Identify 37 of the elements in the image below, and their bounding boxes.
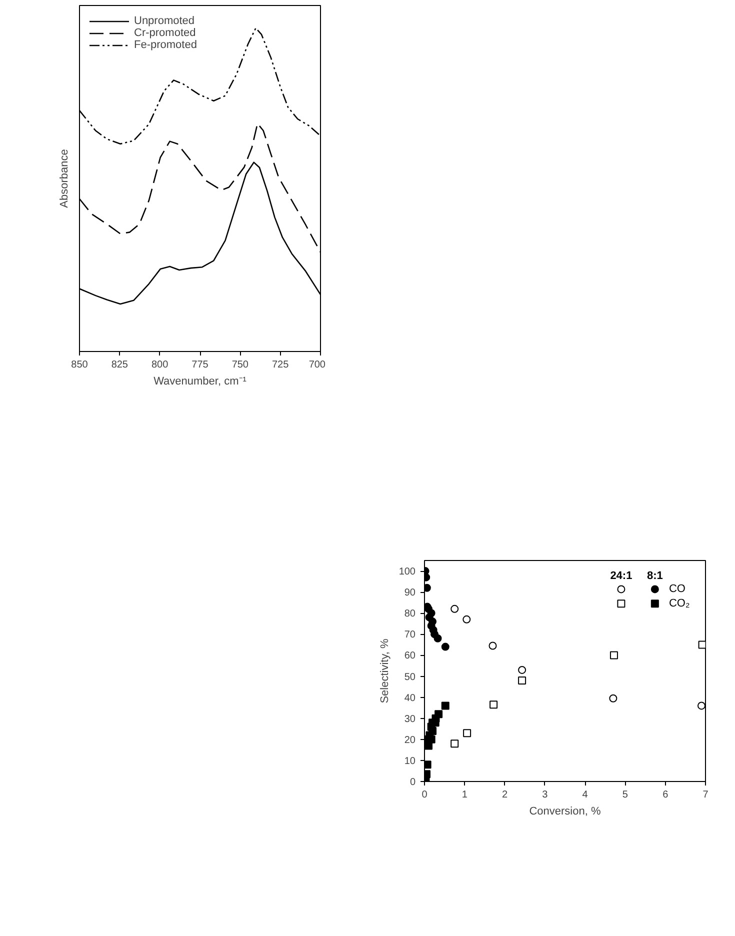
y-tick-label: 50 [404,672,416,683]
y-tick-label: 40 [404,692,416,704]
y-tick-label: 90 [404,588,416,599]
annotation: 24:1 [610,570,632,582]
x-tick-label: 725 [272,360,290,370]
x-tick-label: 850 [71,360,88,370]
x-tick-label: 700 [308,360,326,370]
annotation: 8:1 [646,570,663,582]
x-tick-label: 3 [542,790,548,800]
x-tick-label: 800 [151,360,169,370]
legend-label: CO₂ [668,598,690,610]
y-tick-label: 70 [404,630,416,641]
x-tick-label: 1 [462,790,468,800]
x-tick-label: 775 [192,360,209,370]
x-tick-label: 6 [662,790,669,800]
x-tick-label: 7 [702,790,709,800]
y-tick-label: 20 [404,734,416,746]
x-tick-label: 750 [232,360,249,370]
y-tick-label: 30 [404,714,416,725]
legend-label: CO [668,583,686,596]
x-tick-label: 825 [111,360,128,370]
x-tick-label: 2 [502,790,508,800]
legend-label: Unpromoted [134,15,195,27]
x-tick-label: 4 [582,790,588,800]
y-tick-label: 0 [410,777,416,788]
x-tick-label: 0 [422,790,428,800]
x-axis-title: Conversion, % [529,806,601,818]
y-tick-label: 100 [398,566,416,578]
y-axis-title: Absorbance [58,149,70,208]
y-tick-label: 60 [404,650,416,662]
y-axis-title: Selectivity, % [378,638,391,704]
y-tick-label: 10 [404,756,416,767]
legend-label: Cr-promoted [134,27,196,39]
x-tick-label: 5 [622,790,628,800]
y-tick-label: 80 [404,608,416,620]
x-axis-title: Wavenumber, cm⁻¹ [154,376,247,388]
legend-label: Fe-promoted [134,39,197,51]
